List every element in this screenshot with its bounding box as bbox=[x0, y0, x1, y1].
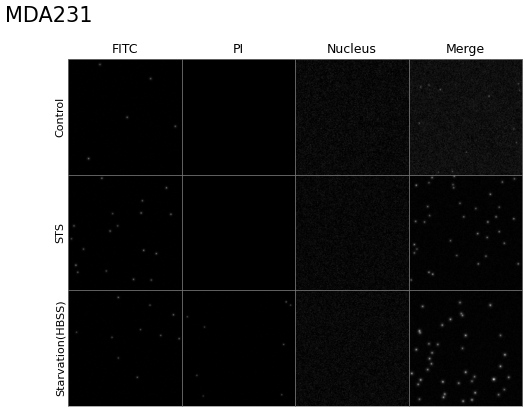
Text: Control: Control bbox=[56, 97, 66, 137]
Text: Nucleus: Nucleus bbox=[327, 43, 377, 56]
Text: PI: PI bbox=[233, 43, 244, 56]
Text: Merge: Merge bbox=[446, 43, 485, 56]
Text: MDA231: MDA231 bbox=[5, 6, 93, 26]
Text: FITC: FITC bbox=[112, 43, 138, 56]
Text: STS: STS bbox=[56, 222, 66, 243]
Text: Starvation(HBSS): Starvation(HBSS) bbox=[56, 300, 66, 397]
